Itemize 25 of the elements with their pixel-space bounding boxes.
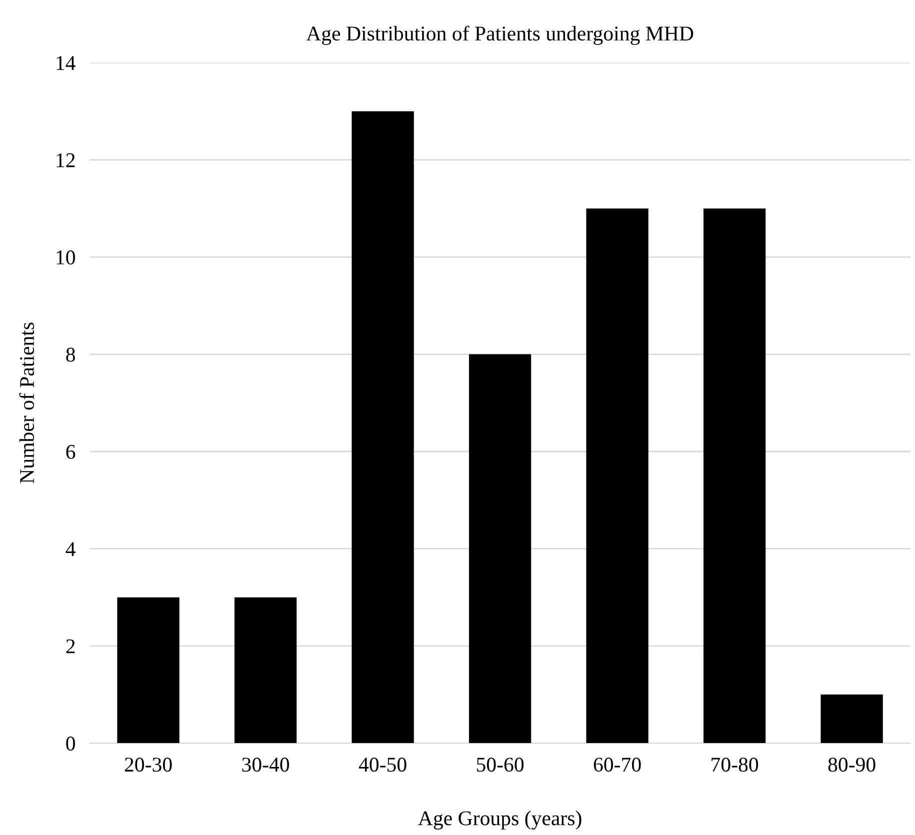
x-tick-label: 60-70 — [594, 758, 641, 772]
y-tick-label: 0 — [66, 736, 75, 751]
bar — [117, 597, 180, 744]
chart-title: Age Distribution of Patients undergoing MHD — [306, 26, 694, 45]
x-tick-label: 70-80 — [712, 758, 758, 772]
y-tick-label: 14 — [56, 56, 76, 70]
bar — [703, 208, 766, 744]
bar — [352, 111, 414, 744]
x-tick-label: 40-50 — [358, 758, 406, 772]
x-tick-label: 50-60 — [476, 758, 524, 772]
y-tick-label: 10 — [56, 250, 75, 264]
y-tick-label: 4 — [66, 542, 76, 556]
x-tick-label: 80-90 — [828, 758, 876, 772]
bar — [820, 694, 883, 744]
bar — [234, 597, 297, 744]
y-tick-label: 6 — [66, 444, 76, 459]
bar — [468, 354, 532, 744]
y-axis-title: Number of Patients — [19, 322, 34, 484]
x-axis-title: Age Groups (years) — [418, 810, 582, 830]
bar — [586, 208, 648, 744]
y-tick-label: 12 — [56, 153, 75, 168]
y-tick-label: 8 — [66, 348, 75, 362]
y-tick-label: 2 — [66, 639, 75, 654]
x-tick-label: 30-40 — [242, 758, 290, 772]
x-tick-label: 20-30 — [124, 758, 172, 772]
